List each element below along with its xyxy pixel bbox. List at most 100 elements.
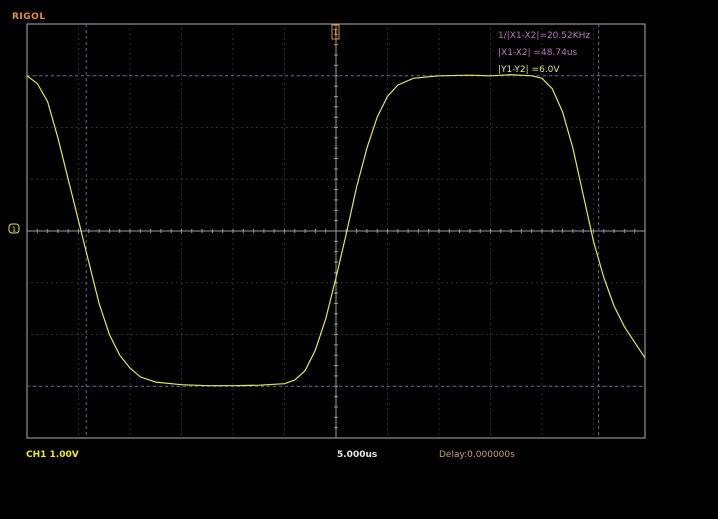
grid-dot — [86, 178, 88, 180]
grid-dot — [541, 418, 543, 420]
grid-dot — [436, 282, 438, 284]
grid-dot — [206, 334, 208, 335]
grid-dot — [616, 127, 618, 128]
grid-dot — [181, 188, 182, 190]
grid-dot — [490, 408, 491, 410]
grid-dot — [490, 158, 491, 160]
grid-dot — [376, 178, 378, 180]
grid-dot — [129, 198, 131, 200]
grid-dot — [541, 268, 543, 270]
grid-dot — [284, 143, 285, 145]
grid-dot — [490, 148, 491, 150]
grid-dot — [129, 278, 131, 280]
grid-dot — [78, 198, 79, 200]
grid-dot — [211, 282, 213, 284]
grid-dot — [136, 127, 138, 128]
grid-dot — [181, 98, 182, 100]
grid-dot — [571, 178, 573, 180]
grid-dot — [284, 298, 285, 300]
grid-dot — [546, 178, 548, 180]
grid-dot — [387, 58, 388, 60]
grid-dot — [490, 163, 491, 165]
grid-dot — [226, 127, 228, 128]
trigger-position-marker[interactable]: T — [331, 24, 340, 40]
grid-dot — [106, 334, 108, 335]
grid-dot — [593, 273, 594, 275]
grid-dot — [387, 353, 388, 355]
grid-dot — [438, 183, 440, 185]
grid-dot — [516, 385, 518, 387]
grid-dot — [101, 282, 103, 284]
ch1-ground-marker[interactable]: 1 — [8, 223, 20, 234]
grid-dot — [232, 98, 234, 100]
grid-dot — [232, 63, 234, 65]
grid-dot — [541, 238, 543, 240]
grid-dot — [78, 318, 79, 320]
grid-dot — [232, 388, 234, 390]
grid-dot — [181, 393, 182, 395]
grid-dot — [232, 348, 234, 350]
grid-dot — [593, 418, 594, 420]
grid-dot — [284, 288, 285, 290]
grid-dot — [438, 153, 440, 155]
grid-dot — [571, 282, 573, 284]
grid-dot — [490, 288, 491, 290]
grid-dot — [61, 385, 63, 387]
grid-dot — [456, 178, 458, 180]
grid-dot — [236, 282, 238, 284]
grid-dot — [438, 38, 440, 40]
grid-dot — [129, 413, 131, 415]
grid-dot — [51, 178, 53, 180]
grid-dot — [181, 268, 182, 270]
grid-dot — [284, 63, 285, 65]
grid-dot — [446, 178, 448, 180]
grid-dot — [541, 188, 543, 190]
grid-dot — [593, 408, 594, 410]
grid-dot — [129, 208, 131, 210]
grid-dot — [181, 33, 182, 35]
grid-dot — [31, 334, 33, 335]
grid-dot — [636, 127, 638, 128]
grid-dot — [232, 53, 234, 55]
grid-dot — [490, 53, 491, 55]
grid-dot — [181, 363, 182, 365]
grid-dot — [129, 223, 131, 225]
grid-dot — [490, 323, 491, 325]
grid-dot — [181, 178, 183, 180]
grid-dot — [456, 127, 458, 128]
grid-dot — [387, 98, 388, 100]
grid-dot — [211, 178, 213, 180]
timebase-readout[interactable]: 5.000us — [337, 450, 378, 460]
grid-dot — [387, 258, 388, 260]
grid-dot — [411, 127, 413, 128]
grid-dot — [601, 282, 603, 284]
grid-dot — [387, 83, 388, 85]
grid-dot — [161, 282, 163, 284]
grid-dot — [232, 158, 234, 160]
grid-dot — [291, 334, 293, 335]
grid-dot — [131, 334, 133, 335]
grid-dot — [490, 273, 491, 275]
grid-dot — [601, 334, 603, 335]
grid-dot — [46, 334, 48, 335]
grid-dot — [181, 218, 182, 220]
grid-dot — [593, 288, 594, 290]
grid-dot — [236, 178, 238, 180]
channel-scale-readout[interactable]: CH1 1.00V — [26, 450, 79, 460]
grid-dot — [126, 282, 128, 284]
grid-dot — [106, 127, 108, 128]
grid-dot — [593, 63, 594, 65]
grid-dot — [129, 163, 131, 165]
grid-dot — [387, 338, 388, 340]
grid-dot — [129, 28, 131, 30]
grid-dot — [387, 293, 388, 295]
grid-dot — [387, 118, 388, 120]
grid-dot — [491, 178, 493, 180]
grid-dot — [593, 78, 594, 80]
grid-dot — [166, 127, 168, 128]
grid-dot — [593, 203, 594, 205]
grid-dot — [541, 183, 543, 185]
grid-dot — [129, 183, 131, 185]
grid-dot — [451, 127, 453, 128]
grid-dot — [129, 318, 131, 320]
